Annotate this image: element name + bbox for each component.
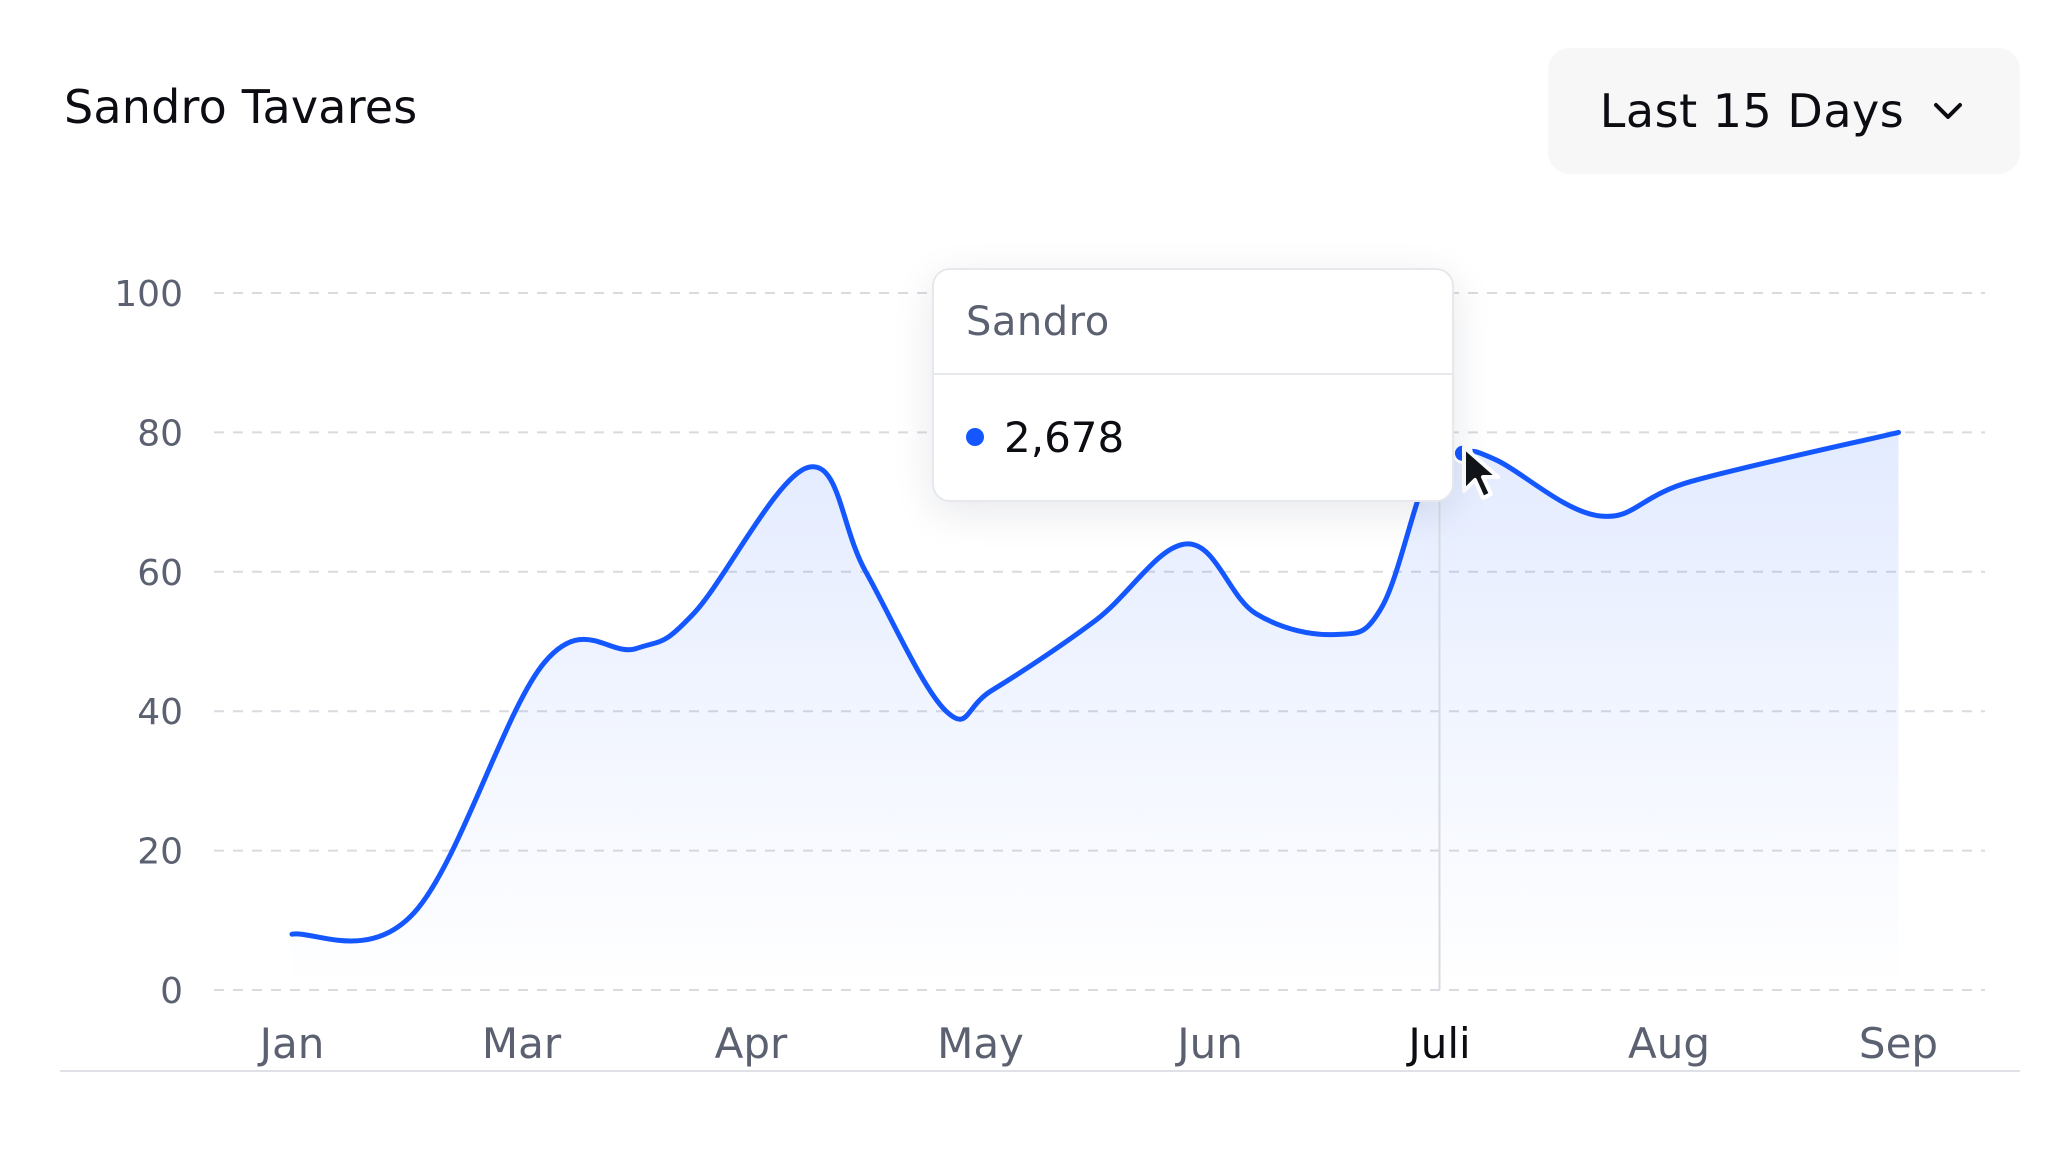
y-tick-label: 0 <box>160 971 183 1012</box>
x-tick-label: Mar <box>482 1019 562 1068</box>
x-tick-label: Sep <box>1859 1019 1938 1068</box>
x-tick-label: Juli <box>1405 1019 1470 1068</box>
x-tick-label: Apr <box>715 1019 788 1068</box>
cursor-icon <box>1462 445 1500 500</box>
date-range-label: Last 15 Days <box>1599 84 1905 138</box>
tooltip-series-name: Sandro <box>934 270 1452 375</box>
chevron-down-icon <box>1934 103 1963 119</box>
y-tick-label: 80 <box>137 413 183 454</box>
series-area <box>292 432 1899 990</box>
y-tick-label: 20 <box>137 832 183 873</box>
x-tick-label: Jun <box>1174 1019 1243 1068</box>
y-tick-label: 60 <box>137 553 183 594</box>
y-tick-label: 40 <box>137 692 183 733</box>
series-line <box>289 429 1901 944</box>
x-tick-label: May <box>937 1019 1024 1068</box>
tooltip-value: 2,678 <box>1004 412 1125 462</box>
tooltip-series-dot <box>966 428 984 446</box>
chart-tooltip: Sandro 2,678 <box>932 268 1454 502</box>
x-tick-label: Aug <box>1628 1019 1710 1068</box>
date-range-dropdown[interactable]: Last 15 Days <box>1548 48 2020 174</box>
y-tick-label: 100 <box>114 274 183 315</box>
x-tick-label: Jan <box>257 1019 325 1068</box>
chart-title: Sandro Tavares <box>64 80 418 134</box>
